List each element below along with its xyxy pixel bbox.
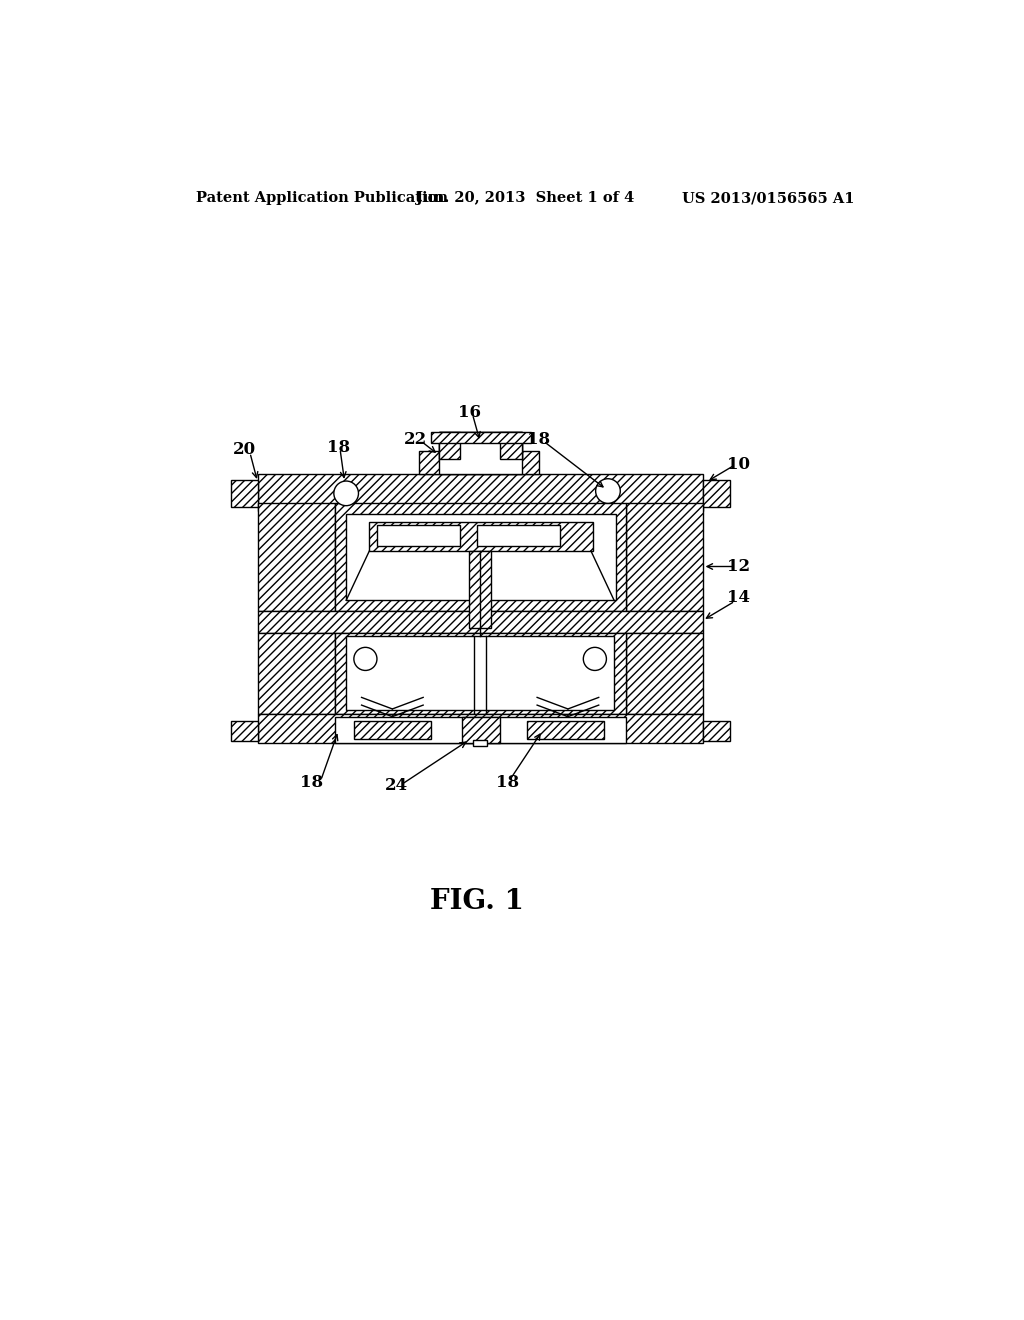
Bar [438,432,521,474]
Bar [258,611,702,632]
Bar [258,503,335,611]
Bar [258,632,335,714]
Bar [230,721,258,741]
Bar [473,739,487,746]
Bar [702,721,730,741]
Bar [370,521,593,552]
Bar [477,525,560,546]
Bar [258,714,702,743]
Bar [469,552,490,628]
Bar [438,432,521,459]
Bar [335,717,626,743]
Bar [419,451,539,474]
Circle shape [584,647,606,671]
Bar [335,632,626,714]
Text: 18: 18 [327,438,350,455]
Bar [702,480,730,507]
Text: 24: 24 [385,777,408,795]
Text: 18: 18 [497,774,519,791]
Text: 22: 22 [403,430,427,447]
Text: 16: 16 [458,404,481,421]
Text: Jun. 20, 2013  Sheet 1 of 4: Jun. 20, 2013 Sheet 1 of 4 [416,191,634,206]
Text: Patent Application Publication: Patent Application Publication [196,191,449,206]
Bar [626,632,702,714]
Text: 18: 18 [300,774,324,791]
Text: FIG. 1: FIG. 1 [430,888,524,915]
Circle shape [334,480,358,506]
Bar [527,721,604,739]
Text: US 2013/0156565 A1: US 2013/0156565 A1 [682,191,854,206]
Circle shape [354,647,377,671]
Bar [230,480,258,507]
Text: 20: 20 [232,441,256,458]
Bar [462,717,500,743]
Bar [500,432,521,459]
Text: 14: 14 [727,589,751,606]
Bar [354,721,431,739]
Bar [335,503,626,611]
Bar [258,474,702,511]
Bar [346,515,615,601]
Bar [438,432,460,459]
Bar [431,432,531,442]
Text: 18: 18 [527,430,550,447]
Bar [377,525,460,546]
Circle shape [596,479,621,503]
Bar [626,503,702,611]
Text: 10: 10 [727,457,751,474]
Bar [346,636,614,710]
Text: 12: 12 [727,558,751,576]
